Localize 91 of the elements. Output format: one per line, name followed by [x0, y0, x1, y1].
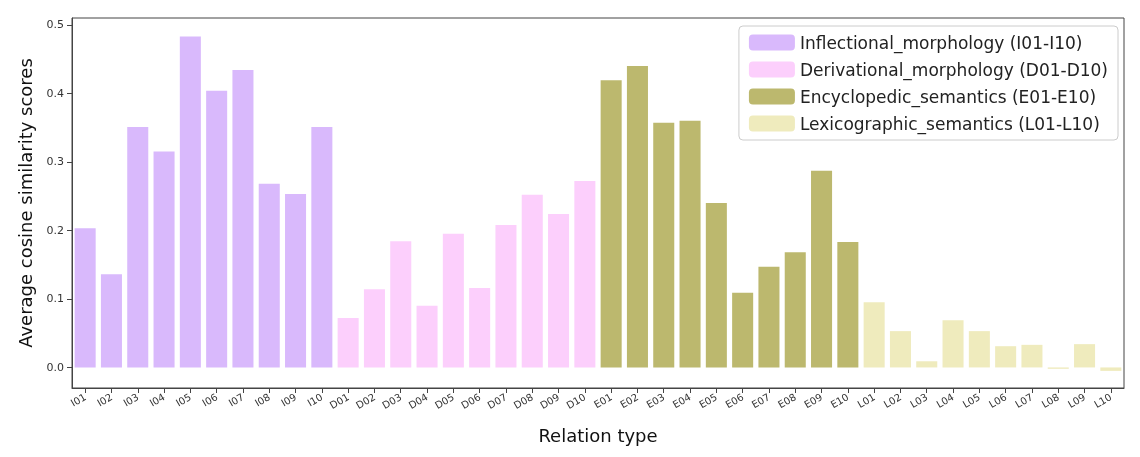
bar [258, 183, 280, 368]
x-tick-label: I09 [279, 391, 299, 409]
bar [442, 233, 464, 368]
bar [600, 80, 622, 368]
x-tick-label: I02 [95, 391, 115, 409]
x-tick-label: D10 [564, 391, 588, 411]
x-tick-label: L04 [934, 391, 956, 410]
y-tick-label: 0.5 [46, 18, 64, 32]
bar [679, 120, 701, 368]
bar [811, 170, 833, 368]
x-tick-label: L02 [881, 391, 904, 410]
bar [574, 181, 596, 368]
bar [285, 194, 307, 368]
bar [1100, 367, 1122, 371]
legend-label: Inflectional_morphology (I01-I10) [799, 32, 1083, 54]
bar [495, 224, 517, 368]
x-tick-label: E06 [723, 391, 746, 411]
x-tick-label: D08 [511, 391, 535, 411]
x-tick-label: L03 [908, 391, 930, 410]
bar [653, 122, 675, 368]
x-tick-label: E09 [802, 391, 825, 411]
x-tick-label: L05 [960, 391, 983, 410]
bar [127, 126, 149, 368]
legend-label: Derivational_morphology (D01-D10) [799, 59, 1109, 81]
bar [942, 320, 964, 368]
x-tick-label: I03 [121, 391, 141, 409]
bar [705, 203, 727, 368]
bar [837, 242, 859, 368]
bar [74, 228, 96, 368]
x-axis-title: Relation type [538, 424, 658, 446]
y-tick-label: 0.4 [46, 86, 64, 100]
bar [732, 292, 754, 368]
bar [1021, 344, 1043, 368]
bar [206, 90, 228, 368]
y-tick-label: 0.2 [46, 223, 64, 237]
legend-label: Encyclopedic_semantics (E01-E10) [799, 86, 1097, 108]
bar [863, 302, 885, 368]
x-tick-label: L01 [855, 391, 877, 410]
x-tick-label: L06 [987, 391, 1009, 410]
x-tick-label: D09 [538, 391, 562, 411]
x-tick-label: I10 [305, 391, 325, 409]
bar [1074, 344, 1096, 368]
x-tick-label: D07 [485, 391, 509, 411]
x-tick-label: I07 [226, 391, 246, 409]
bar [548, 213, 570, 368]
x-tick-label: L08 [1039, 391, 1061, 410]
bar [390, 241, 412, 368]
y-tick-label: 0.3 [46, 155, 64, 169]
bar [916, 361, 938, 368]
x-tick-label: I05 [174, 391, 194, 409]
bar [521, 194, 543, 368]
legend-label: Lexicographic_semantics (L01-L10) [799, 113, 1100, 135]
x-tick-label: E01 [591, 391, 614, 411]
bar [416, 305, 438, 368]
bar [995, 346, 1017, 368]
bar [337, 318, 359, 368]
bar [100, 274, 122, 368]
x-tick-label: D03 [380, 391, 404, 411]
x-tick-label: E03 [644, 391, 667, 411]
x-tick-label: D05 [432, 391, 457, 411]
x-tick-label: D04 [406, 391, 430, 411]
bar [311, 126, 333, 368]
bar [153, 151, 175, 368]
bar [784, 252, 806, 368]
bar [968, 331, 990, 368]
bar [232, 70, 254, 368]
x-tick-label: I06 [200, 391, 220, 409]
x-tick-label: I04 [147, 391, 167, 409]
x-tick-label: E10 [828, 391, 851, 411]
bar [469, 287, 491, 368]
bar [626, 65, 648, 368]
bar [179, 36, 201, 368]
x-tick-label: D01 [327, 391, 351, 411]
bar [889, 331, 911, 368]
y-tick-label: 0.0 [46, 360, 64, 374]
x-tick-label: L07 [1013, 391, 1035, 410]
x-tick-label: E07 [749, 391, 772, 411]
x-tick-label: E05 [697, 391, 720, 411]
x-tick-label: D06 [459, 391, 483, 411]
x-tick-label: I01 [68, 391, 88, 409]
x-tick-label: E02 [618, 391, 641, 411]
y-tick-label: 0.1 [46, 292, 64, 306]
bar [758, 266, 780, 368]
x-tick-label: D02 [354, 391, 378, 411]
bar [363, 289, 385, 368]
x-tick-label: L10 [1092, 391, 1114, 410]
x-tick-label: E08 [776, 391, 798, 411]
x-tick-label: L09 [1065, 391, 1088, 410]
y-axis-title: Average cosine similarity scores [14, 58, 36, 348]
x-tick-label: I08 [252, 391, 272, 409]
x-tick-label: E04 [670, 391, 693, 411]
